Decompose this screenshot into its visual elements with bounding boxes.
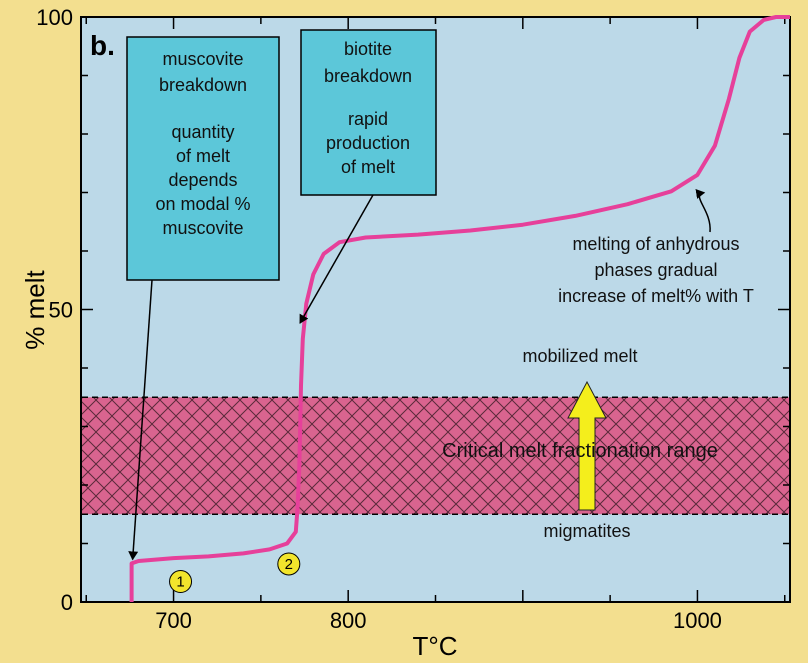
muscovite-box-body-line: quantity [171, 122, 234, 142]
marker-circle [277, 552, 301, 576]
mobilization-arrow [567, 380, 607, 511]
muscovite-box [126, 36, 280, 281]
y-tick-label: 0 [61, 590, 73, 615]
marker-circle [169, 570, 193, 594]
biotite-arrow [299, 194, 374, 324]
biotite-box-body-line: of melt [341, 157, 395, 177]
x-tick-label: 800 [330, 608, 367, 633]
critical-range-fill [82, 397, 789, 515]
critical-range-band [82, 396, 789, 515]
mobilized-melt-label: mobilized melt [522, 346, 637, 366]
anhydrous-annotation-line: melting of anhydrous [572, 234, 739, 254]
x-tick-label: 1000 [673, 608, 722, 633]
y-tick-label: 100 [36, 5, 73, 30]
marker-label: 1 [176, 574, 184, 591]
muscovite-box-body-line: muscovite [162, 218, 243, 238]
marker-label: 2 [285, 556, 293, 573]
annotations-group: muscovite breakdown quantity of melt depends… [126, 29, 754, 594]
biotite-box-title-line: biotite [344, 39, 392, 59]
muscovite-box-body-line: depends [168, 170, 237, 190]
y-axis-title: % melt [20, 269, 50, 349]
y-tick-label: 50 [49, 298, 73, 323]
anhydrous-annotation-line: increase of melt% with T [558, 286, 754, 306]
muscovite-box-body-line: on modal % [155, 194, 250, 214]
anhydrous-annotation-line: phases gradual [594, 260, 717, 280]
muscovite-box-title-line: breakdown [159, 75, 247, 95]
muscovite-arrow [128, 279, 153, 561]
panel-label: b. [90, 30, 115, 61]
x-tick-label: 700 [155, 608, 192, 633]
anhydrous-arrow [695, 189, 711, 233]
biotite-box [300, 29, 437, 196]
series-group [129, 15, 790, 602]
muscovite-box-body-line: of melt [176, 146, 230, 166]
migmatites-label: migmatites [543, 521, 630, 541]
biotite-box-body-line: rapid [348, 109, 388, 129]
x-axis-title: T°C [412, 631, 457, 661]
axis-ticks: 700 800 1000 0 50 100 [36, 5, 790, 633]
biotite-box-title-line: breakdown [324, 66, 412, 86]
melt-curve [129, 15, 790, 602]
biotite-box-body-line: production [326, 133, 410, 153]
muscovite-box-title-line: muscovite [162, 49, 243, 69]
critical-range-label: Critical melt fractionation range [442, 440, 718, 462]
